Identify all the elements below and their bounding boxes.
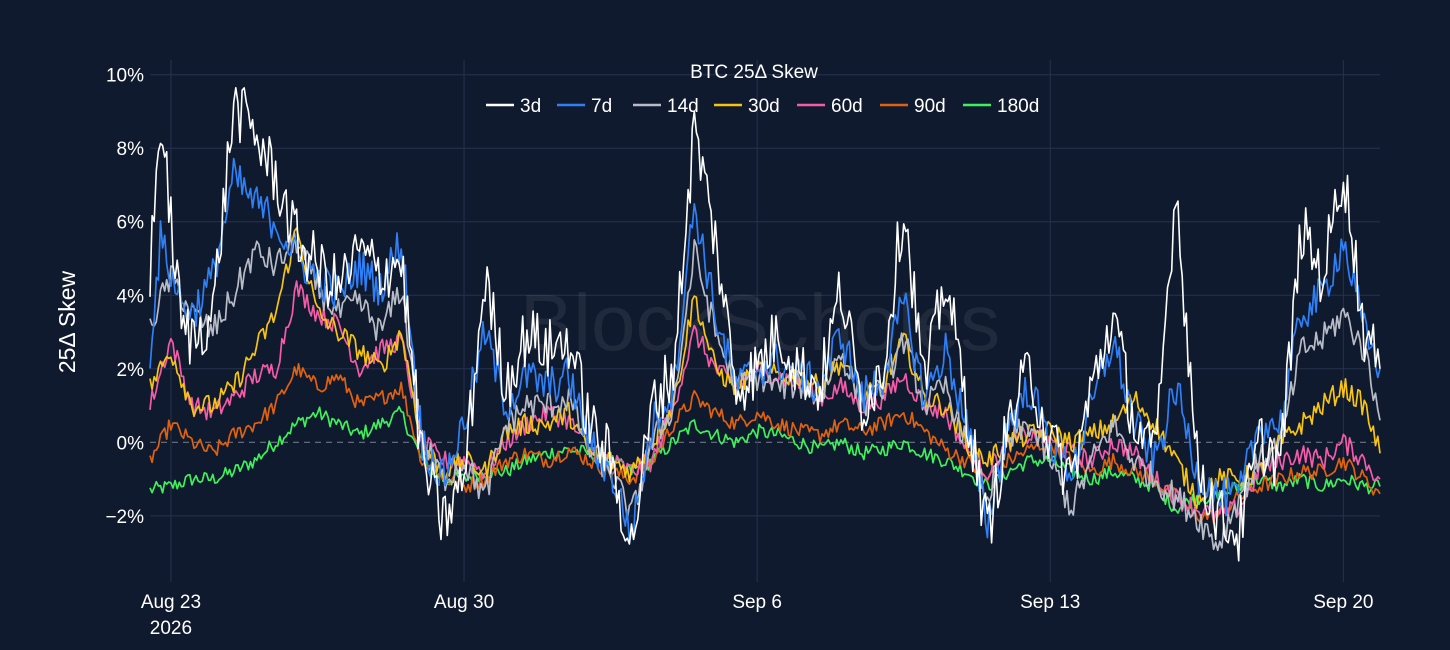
y-tick-label: −2%: [105, 507, 144, 528]
y-axis-label: 25Δ Skew: [54, 270, 80, 373]
grid: [150, 60, 1380, 582]
x-tick-label: Sep 20: [1313, 592, 1373, 613]
y-tick-label: 6%: [117, 213, 145, 234]
legend-item-14d: 14d: [633, 96, 699, 117]
series-layer: [149, 87, 1381, 562]
series-line-180d: [149, 405, 1381, 514]
series-line-3d: [149, 87, 1381, 562]
legend-item-180d: 180d: [963, 96, 1039, 117]
chart-title: BTC 25Δ Skew: [690, 62, 818, 83]
legend-item-7d: 7d: [557, 96, 612, 117]
x-tick-label: Aug 23: [141, 592, 201, 613]
x-tick-sublabel: 2026: [150, 618, 192, 639]
x-tick-label: Aug 30: [434, 592, 494, 613]
y-tick-label: 2%: [117, 360, 145, 381]
legend-label: 90d: [914, 96, 946, 117]
y-tick-label: 0%: [117, 433, 145, 454]
legend: 3d 7d 14d 30d 60d 90d 180d: [486, 96, 1039, 117]
y-tick-label: 4%: [117, 286, 145, 307]
x-axis: Aug 23 2026 Aug 30 Sep 6 Sep 13 Sep 20: [141, 592, 1374, 639]
legend-label: 180d: [997, 96, 1039, 117]
legend-item-3d: 3d: [486, 96, 541, 117]
series-line-14d: [149, 232, 1381, 552]
legend-label: 7d: [591, 96, 612, 117]
series-line-90d: [149, 362, 1381, 524]
legend-label: 60d: [831, 96, 863, 117]
y-tick-label: 8%: [117, 139, 145, 160]
legend-label: 14d: [667, 96, 699, 117]
series-line-7d: [149, 157, 1381, 544]
legend-label: 3d: [520, 96, 541, 117]
x-tick-label: Sep 13: [1020, 592, 1080, 613]
y-axis: −2% 0% 2% 4% 6% 8% 10%: [105, 66, 144, 528]
legend-item-60d: 60d: [797, 96, 863, 117]
legend-label: 30d: [748, 96, 780, 117]
legend-item-90d: 90d: [880, 96, 946, 117]
legend-item-30d: 30d: [714, 96, 780, 117]
y-tick-label: 10%: [106, 66, 144, 87]
x-tick-label: Sep 6: [732, 592, 782, 613]
